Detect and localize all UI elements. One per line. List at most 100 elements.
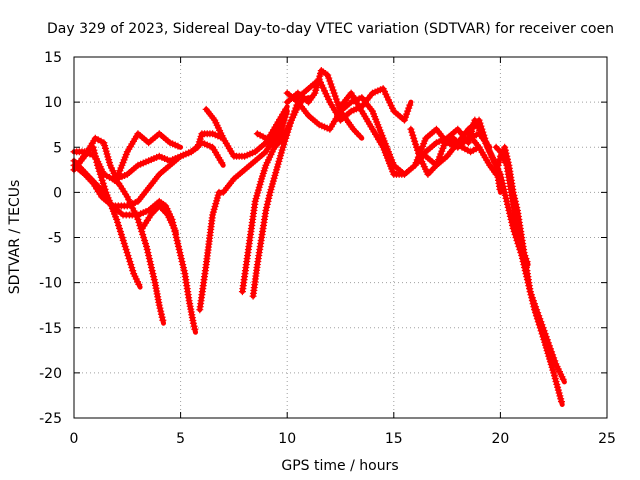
data-point [140, 234, 148, 241]
data-point [502, 194, 510, 202]
data-point [547, 345, 555, 353]
data-point [543, 336, 551, 344]
data-point [538, 321, 546, 329]
data-point [494, 164, 502, 172]
data-point [532, 303, 540, 311]
data-point [145, 252, 153, 260]
x-tick-label: 0 [70, 431, 79, 447]
data-point [403, 110, 411, 118]
data-point [545, 342, 553, 350]
data-point [174, 142, 182, 150]
data-point [282, 110, 290, 118]
y-tick-label: -25 [39, 411, 62, 427]
x-tick-label: 15 [385, 431, 403, 447]
data-point [327, 80, 335, 88]
data-point [142, 240, 150, 248]
data-point [156, 304, 164, 312]
series-sat-i [202, 104, 290, 160]
data-point [540, 327, 548, 335]
data-point [129, 267, 137, 275]
data-point [495, 158, 503, 166]
data-point [115, 221, 123, 229]
data-point [499, 179, 507, 187]
y-tick-label: -10 [39, 276, 62, 292]
x-tick-label: 25 [598, 431, 616, 447]
data-point [324, 71, 332, 79]
data-point [126, 258, 134, 266]
data-point [533, 306, 541, 314]
data-point [120, 240, 128, 248]
data-point [534, 309, 542, 317]
data-point [218, 159, 226, 167]
data-point [330, 89, 338, 97]
data-point [174, 240, 182, 248]
data-point [157, 310, 165, 318]
data-point [332, 95, 340, 103]
data-point [171, 226, 179, 234]
data-point [497, 173, 505, 181]
data-point [262, 206, 270, 214]
data-point [279, 119, 287, 127]
data-point [150, 276, 158, 284]
data-point [529, 297, 537, 305]
data-point [128, 264, 136, 272]
data-point [145, 255, 153, 263]
data-point [279, 143, 287, 151]
data-point [135, 218, 143, 226]
y-tick-label: -20 [39, 366, 62, 382]
data-point [149, 270, 157, 278]
y-tick-label: -15 [39, 321, 62, 337]
data-point [277, 128, 285, 136]
data-point [535, 312, 543, 320]
y-tick-label: 0 [53, 185, 62, 201]
data-point [517, 240, 525, 248]
data-point [536, 315, 544, 323]
data-point [122, 246, 130, 254]
data-point [116, 227, 124, 235]
data-point [412, 140, 420, 148]
data-point [123, 249, 131, 257]
data-point [527, 291, 535, 299]
data-point [278, 125, 286, 133]
data-point [542, 333, 550, 341]
data-point [539, 324, 547, 332]
y-tick-label: 10 [44, 95, 62, 111]
data-point [405, 104, 413, 112]
data-point [518, 243, 526, 251]
data-point [178, 258, 186, 266]
data-point [173, 237, 181, 245]
data-point [125, 255, 133, 263]
data-point [400, 116, 408, 124]
data-point [548, 348, 556, 356]
data-point [501, 146, 509, 154]
series-sat-g [138, 202, 179, 236]
data-point [115, 224, 123, 232]
data-point [135, 280, 143, 288]
data-point [158, 313, 166, 321]
data-point [514, 227, 522, 235]
data-point [328, 83, 336, 91]
data-point [551, 357, 559, 365]
series-sat-b [70, 148, 167, 326]
data-point [333, 98, 341, 106]
data-point [528, 294, 536, 302]
data-point [155, 301, 163, 309]
data-point [501, 143, 509, 151]
series-sat-u [464, 130, 567, 385]
data-point [404, 107, 412, 115]
data-point [100, 182, 108, 190]
data-point [522, 255, 530, 263]
data-point [150, 273, 158, 281]
series-sat-f [113, 130, 184, 183]
data-point [409, 131, 417, 139]
data-point [513, 224, 521, 232]
data-point [141, 237, 149, 245]
data-point [549, 351, 557, 359]
data-point [411, 137, 419, 145]
data-point [159, 316, 167, 324]
data-point [402, 113, 410, 121]
data-point [174, 243, 182, 251]
data-point [499, 182, 507, 190]
data-point [559, 375, 567, 383]
